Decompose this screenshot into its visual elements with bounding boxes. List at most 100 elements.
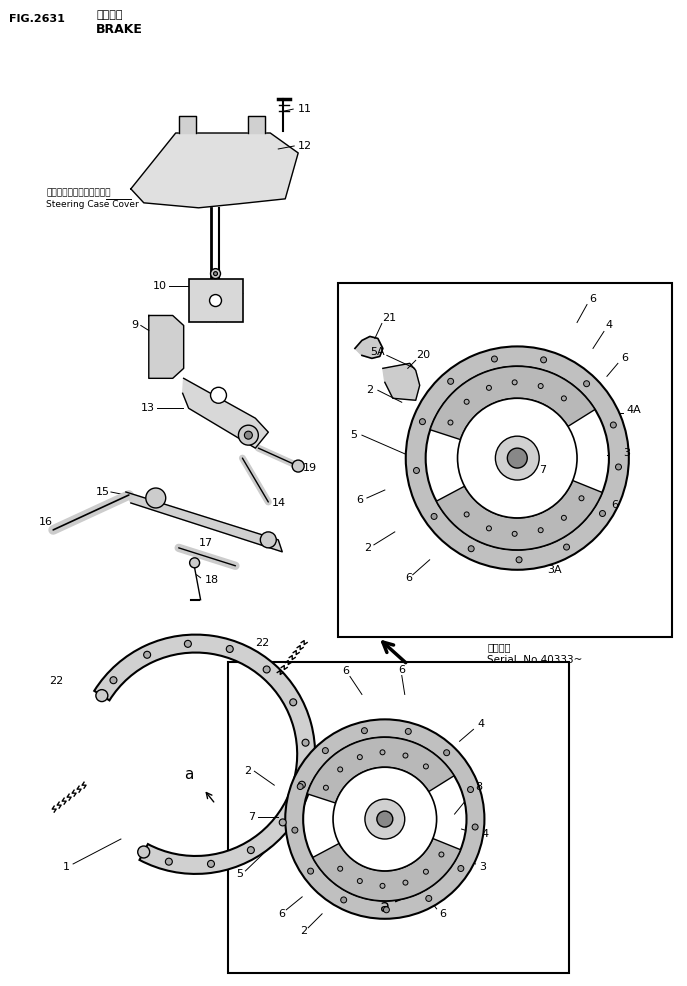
Text: 22: 22 (49, 676, 63, 686)
Text: ステアリングケースカバー: ステアリングケースカバー (46, 188, 111, 197)
Circle shape (583, 381, 589, 387)
Text: 5: 5 (236, 869, 243, 879)
Circle shape (414, 467, 420, 473)
Circle shape (260, 531, 276, 548)
Circle shape (210, 295, 221, 307)
Circle shape (448, 379, 453, 385)
Text: 15: 15 (96, 487, 110, 497)
Circle shape (247, 847, 254, 854)
Circle shape (495, 436, 539, 480)
Text: 7: 7 (249, 812, 256, 822)
Bar (189, 279, 243, 322)
Circle shape (420, 419, 425, 425)
Circle shape (423, 764, 429, 769)
Text: 6: 6 (589, 294, 596, 304)
Text: 6: 6 (621, 353, 628, 364)
Circle shape (292, 827, 298, 833)
Text: 11: 11 (298, 105, 312, 114)
Text: 7: 7 (539, 465, 546, 475)
Circle shape (338, 867, 343, 872)
Circle shape (563, 544, 570, 550)
Circle shape (357, 754, 362, 759)
Circle shape (380, 883, 385, 888)
Circle shape (538, 528, 543, 532)
Circle shape (324, 785, 328, 790)
Text: 2: 2 (366, 386, 373, 395)
Polygon shape (183, 379, 269, 448)
Bar (338, 283, 672, 637)
Text: 4A: 4A (627, 405, 642, 415)
Text: 10: 10 (153, 281, 167, 291)
Text: Steering Case Cover: Steering Case Cover (46, 200, 139, 209)
Text: 8: 8 (475, 782, 482, 792)
Circle shape (308, 868, 313, 875)
Wedge shape (94, 635, 315, 874)
Text: 21: 21 (382, 314, 396, 323)
Text: Serial  No.40333~: Serial No.40333~ (487, 655, 583, 665)
Wedge shape (406, 346, 629, 570)
Circle shape (146, 488, 166, 508)
Wedge shape (313, 838, 460, 901)
Circle shape (226, 646, 234, 653)
Text: 22: 22 (256, 638, 269, 648)
Text: 8: 8 (509, 452, 517, 464)
Circle shape (297, 784, 303, 790)
Circle shape (210, 268, 221, 279)
Text: 5: 5 (350, 430, 357, 440)
Text: 6: 6 (278, 909, 285, 919)
Text: 13: 13 (141, 403, 155, 413)
Circle shape (214, 271, 218, 276)
Text: 適用号機: 適用号機 (487, 643, 511, 653)
Circle shape (468, 787, 473, 793)
Circle shape (207, 861, 214, 868)
Circle shape (464, 399, 469, 404)
Text: 2: 2 (300, 926, 307, 936)
Circle shape (458, 398, 577, 518)
Circle shape (444, 749, 449, 755)
Text: 17: 17 (199, 537, 213, 548)
Text: 2: 2 (364, 543, 371, 553)
Circle shape (290, 699, 297, 706)
Text: 19: 19 (303, 463, 317, 473)
Text: 6: 6 (342, 667, 349, 676)
Polygon shape (149, 316, 183, 379)
Circle shape (472, 824, 478, 830)
Circle shape (486, 526, 491, 530)
Circle shape (439, 852, 444, 857)
Circle shape (377, 811, 393, 827)
Text: a: a (380, 898, 390, 916)
Text: 6: 6 (398, 665, 405, 674)
Text: 20: 20 (416, 350, 430, 361)
Text: 8: 8 (377, 814, 385, 827)
Polygon shape (355, 336, 383, 358)
Bar (229, 662, 569, 972)
Circle shape (561, 516, 566, 521)
Text: 6: 6 (405, 573, 412, 583)
Circle shape (561, 396, 566, 401)
Circle shape (426, 895, 431, 901)
Text: 3: 3 (623, 448, 630, 458)
Circle shape (96, 689, 108, 702)
Circle shape (144, 652, 150, 659)
Text: FIG.2631: FIG.2631 (10, 15, 65, 25)
Wedge shape (285, 720, 484, 919)
Text: 12: 12 (298, 141, 313, 151)
Wedge shape (307, 738, 454, 803)
Text: 4: 4 (482, 829, 488, 839)
Circle shape (507, 448, 527, 468)
Circle shape (184, 640, 192, 648)
Wedge shape (430, 367, 595, 440)
Circle shape (431, 514, 437, 520)
Text: 2: 2 (245, 766, 251, 776)
Circle shape (357, 879, 362, 883)
Circle shape (341, 897, 347, 903)
Wedge shape (436, 480, 602, 550)
Circle shape (491, 356, 497, 362)
Text: 6: 6 (356, 495, 363, 505)
Circle shape (486, 386, 491, 390)
Text: 16: 16 (39, 517, 53, 527)
Circle shape (110, 676, 117, 683)
Circle shape (541, 357, 547, 363)
Circle shape (333, 767, 437, 871)
Circle shape (516, 557, 522, 563)
